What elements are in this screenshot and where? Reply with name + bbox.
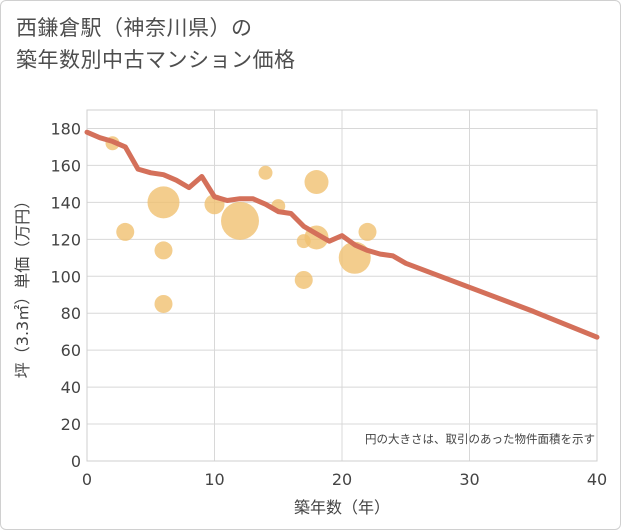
grid-lines [86,110,598,462]
x-tick-label: 20 [332,470,352,489]
chart-title-line2: 築年数別中古マンション価格 [16,48,296,72]
bubble-point [358,222,377,241]
size-note: 円の大きさは、取引のあった物件面積を示す [365,432,595,446]
y-tick-label: 100 [50,267,81,286]
x-axis-label: 築年数（年） [294,498,390,517]
x-tick-label: 0 [82,470,92,489]
chart-title: 西鎌倉駅（神奈川県）の 築年数別中古マンション価格 [16,12,296,76]
bubble-point [221,201,259,240]
bubble-point [116,222,135,241]
axis-ticks: 0 20 40 60 80 100 120 140 160 180 0 10 20 30 40 [50,119,607,489]
bubble-point [154,294,173,313]
x-tick-label: 10 [204,470,224,489]
y-tick-label: 160 [50,156,81,175]
y-tick-label: 60 [61,341,81,360]
bubble-point [147,186,180,219]
bubble-point [258,165,273,180]
y-tick-label: 80 [61,304,81,323]
y-tick-label: 140 [50,193,81,212]
trend-line [84,129,600,340]
x-tick-label: 30 [459,470,479,489]
y-tick-label: 20 [61,415,81,434]
y-tick-label: 180 [50,119,81,138]
bubble-point [294,270,313,289]
y-tick-label: 40 [61,378,81,397]
y-axis-label: 坪（3.3㎡）単価（万円） [13,193,32,378]
chart-title-line1: 西鎌倉駅（神奈川県）の [16,16,253,40]
bubble-point [304,170,329,195]
y-tick-label: 120 [50,230,81,249]
bubble-series [105,136,377,313]
bubble-point [154,241,173,260]
plot-area [86,109,598,462]
x-tick-label: 40 [587,470,607,489]
y-tick-label: 0 [71,452,81,471]
